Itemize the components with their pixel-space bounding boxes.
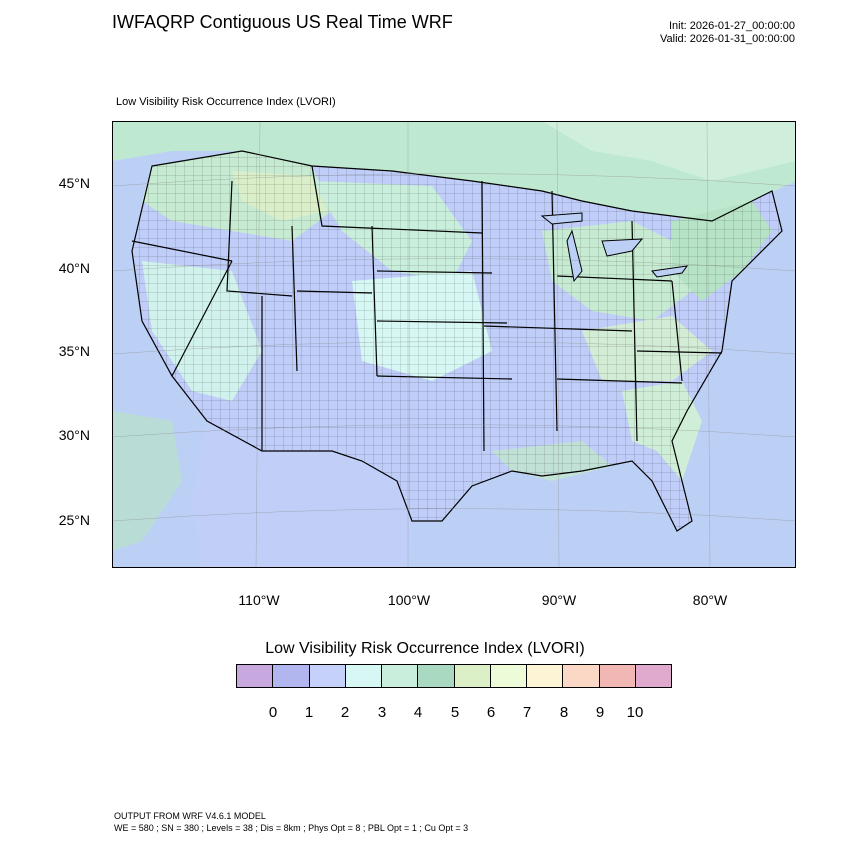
colorbar-label: 8: [559, 704, 569, 721]
colorbar-box: [273, 665, 310, 687]
colorbar-label: 4: [413, 704, 423, 721]
colorbar-label: 6: [486, 704, 496, 721]
valid-time: Valid: 2026-01-31_00:00:00: [660, 33, 795, 45]
footer-model: OUTPUT FROM WRF V4.6.1 MODEL: [114, 811, 266, 821]
colorbar-label: 1: [304, 704, 314, 721]
lat-label: 30°N: [58, 427, 90, 443]
plot-title: IWFAQRP Contiguous US Real Time WRF: [112, 12, 453, 32]
lat-label: 35°N: [58, 343, 90, 359]
lat-label: 25°N: [58, 512, 90, 528]
colorbar-label: 0: [268, 704, 278, 721]
colorbar-label: 10: [626, 704, 644, 721]
colorbar-box: [345, 665, 382, 687]
us-map: [112, 121, 796, 568]
colorbar-box: [382, 665, 419, 687]
lat-label: 45°N: [58, 175, 90, 191]
mexico-green-patch: [112, 411, 182, 551]
state-borders: [131, 150, 783, 532]
lon-label: 80°W: [692, 592, 728, 608]
canada-light: [542, 121, 796, 181]
colorbar: [236, 664, 672, 688]
colorbar-box: [237, 665, 274, 687]
colorbar-box: [599, 665, 636, 687]
lon-label: 100°W: [387, 592, 431, 608]
colorbar-label: 3: [377, 704, 387, 721]
colorbar-box: [527, 665, 564, 687]
footer-config: WE = 580 ; SN = 380 ; Levels = 38 ; Dis …: [114, 823, 469, 833]
colorbar-box: [309, 665, 346, 687]
colorbar-box: [490, 665, 527, 687]
colorbar-label: 2: [340, 704, 350, 721]
great-lakes: [540, 212, 689, 283]
lon-label: 110°W: [238, 592, 280, 608]
colorbar-box: [635, 665, 671, 687]
init-time: Init: 2026-01-27_00:00:00: [669, 20, 795, 32]
colorbar-label: 5: [450, 704, 460, 721]
mexico-land: [192, 421, 412, 568]
colorbar-box: [418, 665, 455, 687]
lon-label: 90°W: [541, 592, 577, 608]
colorbar-title: Low Visibility Risk Occurrence Index (LV…: [265, 640, 585, 657]
colorbar-box: [563, 665, 600, 687]
lat-label: 40°N: [58, 260, 90, 276]
colorbar-label: 9: [595, 704, 605, 721]
map-subtitle: Low Visibility Risk Occurrence Index (LV…: [116, 96, 336, 108]
colorbar-label: 7: [522, 704, 532, 721]
graticule: [112, 121, 796, 568]
colorbar-box: [454, 665, 491, 687]
